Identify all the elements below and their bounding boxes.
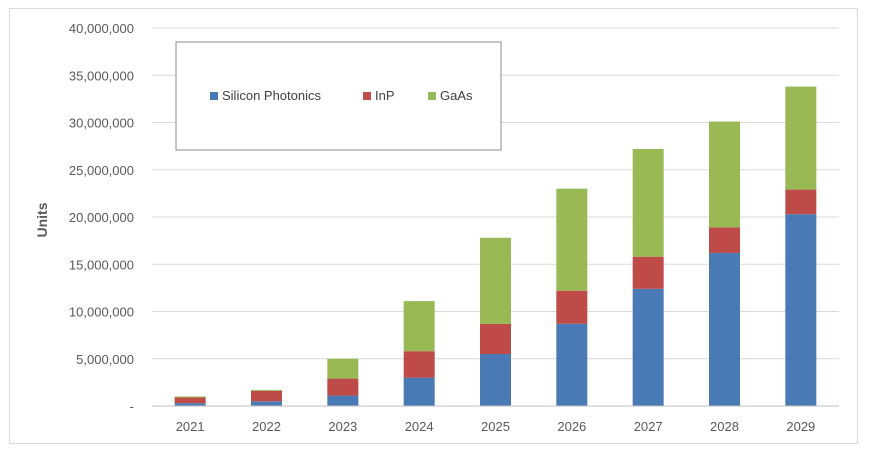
- y-tick-label: 35,000,000: [69, 68, 134, 83]
- legend-swatch-inp: [363, 92, 371, 100]
- legend-swatch-gaas: [428, 92, 436, 100]
- bar-gaas-2023: [327, 358, 359, 379]
- x-tick-label-2023: 2023: [328, 419, 357, 434]
- bar-silicon-photonics-2029: [785, 214, 817, 406]
- y-axis-label: Units: [34, 202, 50, 237]
- bar-inp-2026: [556, 290, 588, 324]
- bar-inp-2023: [327, 378, 359, 396]
- legend-label-silicon-photonics: Silicon Photonics: [222, 88, 321, 103]
- bar-silicon-photonics-2025: [480, 354, 511, 406]
- y-tick-label: 5,000,000: [76, 352, 134, 367]
- x-tick-label-2028: 2028: [710, 419, 739, 434]
- bars: [174, 86, 817, 406]
- bar-inp-2025: [480, 323, 511, 355]
- bar-gaas-2024: [403, 301, 435, 352]
- bar-gaas-2021: [174, 396, 206, 398]
- y-tick-label: 10,000,000: [69, 305, 134, 320]
- bar-gaas-2027: [632, 148, 664, 257]
- bar-inp-2022: [251, 390, 282, 402]
- bar-gaas-2028: [709, 121, 740, 228]
- bar-gaas-2026: [556, 188, 588, 291]
- bar-gaas-2029: [785, 86, 817, 190]
- y-tick-label: 15,000,000: [69, 257, 134, 272]
- bar-silicon-photonics-2028: [709, 252, 740, 406]
- bar-silicon-photonics-2022: [251, 401, 282, 406]
- bar-inp-2027: [632, 256, 664, 289]
- x-tick-label-2022: 2022: [252, 419, 281, 434]
- x-tick-label-2024: 2024: [405, 419, 434, 434]
- bar-inp-2029: [785, 189, 817, 215]
- bar-silicon-photonics-2027: [632, 288, 664, 406]
- x-axis-ticks: 2021 2022 2023 2024 2025 2026 2027 2028 2029: [176, 419, 816, 434]
- x-tick-label-2021: 2021: [176, 419, 205, 434]
- legend-label-inp: InP: [375, 88, 395, 103]
- y-tick-label: 20,000,000: [69, 210, 134, 225]
- legend-box: [175, 41, 502, 151]
- bar-inp-2028: [709, 227, 740, 253]
- bar-inp-2024: [403, 351, 435, 378]
- y-axis-ticks: - 5,000,000 10,000,000 15,000,000 20,000,000…: [69, 21, 134, 414]
- bar-inp-2021: [174, 397, 206, 404]
- bar-silicon-photonics-2026: [556, 323, 588, 406]
- bar-silicon-photonics-2023: [327, 395, 359, 406]
- x-tick-label-2029: 2029: [786, 419, 815, 434]
- y-tick-label: 25,000,000: [69, 163, 134, 178]
- bar-gaas-2025: [480, 237, 511, 324]
- bar-gaas-2022: [251, 389, 282, 391]
- x-tick-label-2027: 2027: [634, 419, 663, 434]
- x-tick-label-2026: 2026: [557, 419, 586, 434]
- bar-silicon-photonics-2021: [174, 403, 206, 406]
- bar-silicon-photonics-2024: [403, 377, 435, 406]
- legend-label-gaas: GaAs: [440, 88, 473, 103]
- y-tick-label: 30,000,000: [69, 116, 134, 131]
- legend-swatch-silicon-photonics: [210, 92, 218, 100]
- legend: Silicon Photonics InP GaAs: [175, 41, 502, 151]
- x-tick-label-2025: 2025: [481, 419, 510, 434]
- y-tick-label: 40,000,000: [69, 21, 134, 36]
- y-tick-label: -: [130, 399, 134, 414]
